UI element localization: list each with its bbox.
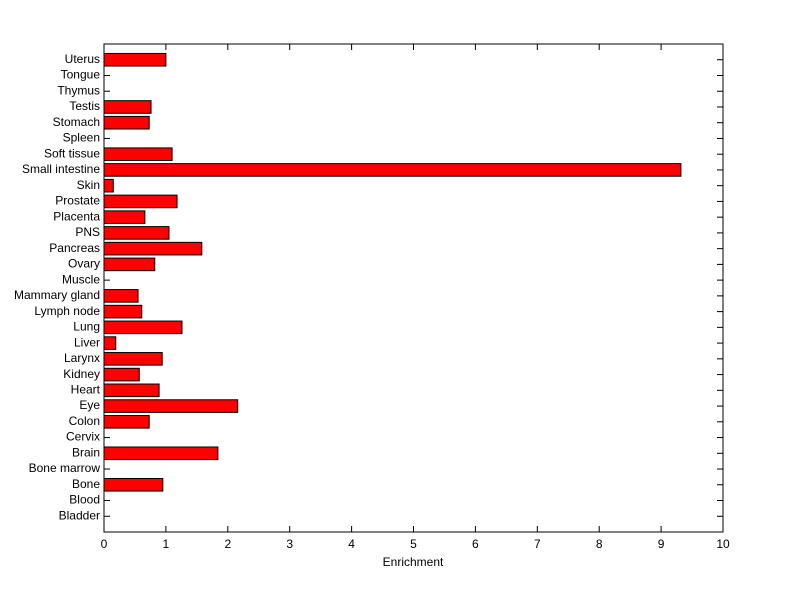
x-tick-label: 2 bbox=[224, 537, 231, 551]
y-tick-label: Brain bbox=[72, 445, 100, 459]
x-tick-label: 8 bbox=[596, 537, 603, 551]
y-tick-label: Bladder bbox=[59, 508, 100, 522]
y-tick-label: Liver bbox=[74, 335, 100, 349]
y-tick-label: PNS bbox=[75, 225, 100, 239]
y-tick-label: Skin bbox=[77, 178, 100, 192]
y-tick-label: Lymph node bbox=[34, 304, 100, 318]
x-tick-label: 0 bbox=[101, 537, 108, 551]
bar bbox=[103, 304, 143, 319]
x-axis-label: Enrichment bbox=[383, 555, 444, 569]
y-tick-label: Bone marrow bbox=[29, 461, 101, 475]
y-tick-label: Heart bbox=[71, 382, 101, 396]
y-tick-label: Blood bbox=[69, 493, 100, 507]
bar bbox=[103, 147, 173, 161]
bar bbox=[103, 115, 150, 130]
x-tick-label: 1 bbox=[163, 537, 170, 551]
bar bbox=[103, 352, 163, 366]
y-tick-label: Cervix bbox=[66, 430, 100, 444]
y-tick-label: Prostate bbox=[55, 194, 100, 208]
x-tick-label: 4 bbox=[348, 537, 355, 551]
y-tick-label: Soft tissue bbox=[44, 146, 100, 160]
y-tick-label: Ovary bbox=[68, 257, 100, 271]
y-tick-label: Uterus bbox=[65, 52, 100, 66]
y-tick-label: Thymus bbox=[57, 83, 100, 97]
y-tick-label: Spleen bbox=[63, 131, 100, 145]
bar bbox=[103, 178, 114, 193]
y-tick-label: Placenta bbox=[53, 209, 100, 223]
y-tick-label: Larynx bbox=[64, 351, 100, 365]
bar bbox=[103, 289, 139, 303]
bar bbox=[103, 100, 152, 114]
x-tick-label: 7 bbox=[534, 537, 541, 551]
bar bbox=[103, 383, 160, 398]
y-tick-label: Pancreas bbox=[49, 241, 100, 255]
y-tick-label: Mammary gland bbox=[14, 288, 100, 302]
bar bbox=[103, 399, 239, 413]
bar bbox=[103, 367, 140, 382]
bar bbox=[103, 446, 219, 461]
y-tick-label: Bone bbox=[72, 477, 100, 491]
y-tick-label: Kidney bbox=[63, 367, 100, 381]
y-tick-label: Small intestine bbox=[22, 162, 100, 176]
x-tick-label: 6 bbox=[472, 537, 479, 551]
x-tick-label: 10 bbox=[716, 537, 730, 551]
y-tick-label: Eye bbox=[79, 398, 100, 412]
bar bbox=[103, 320, 183, 335]
y-tick-label: Testis bbox=[69, 99, 100, 113]
y-tick-label: Lung bbox=[73, 320, 100, 334]
x-tick-label: 3 bbox=[286, 537, 293, 551]
x-tick-label: 9 bbox=[658, 537, 665, 551]
bar bbox=[103, 194, 178, 209]
bar bbox=[103, 210, 146, 224]
bar bbox=[103, 241, 203, 256]
bar bbox=[103, 336, 117, 350]
bar bbox=[103, 226, 170, 240]
y-tick-label: Colon bbox=[69, 414, 100, 428]
x-tick-label: 5 bbox=[410, 537, 417, 551]
y-tick-label: Stomach bbox=[53, 115, 100, 129]
bar bbox=[103, 415, 150, 429]
bar bbox=[103, 163, 682, 177]
bar bbox=[103, 477, 164, 492]
bar bbox=[103, 257, 156, 272]
bar bbox=[103, 52, 167, 67]
y-tick-label: Muscle bbox=[62, 272, 100, 286]
y-tick-label: Tongue bbox=[61, 68, 101, 82]
